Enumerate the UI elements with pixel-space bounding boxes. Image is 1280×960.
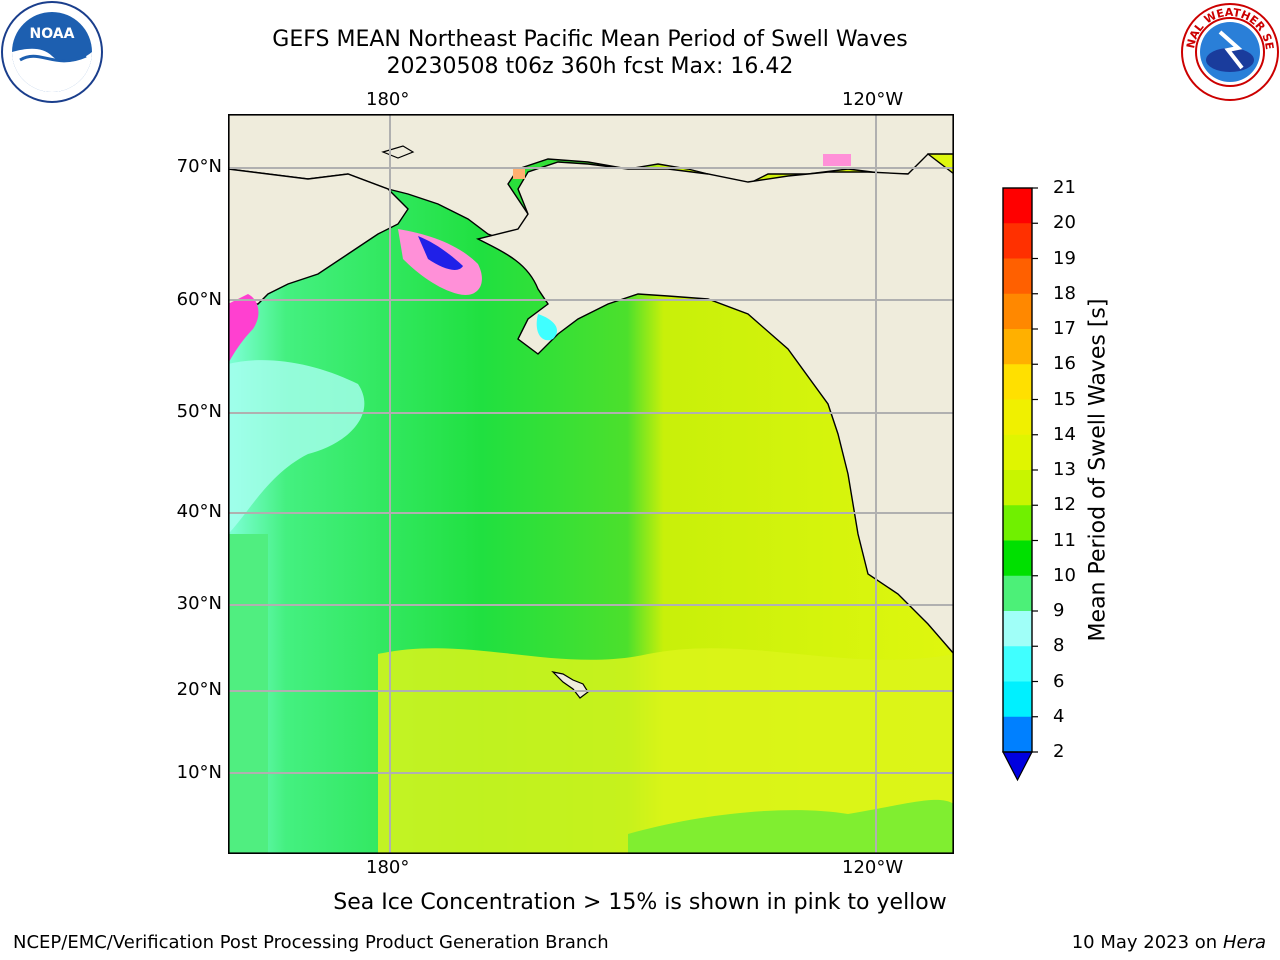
colorbar-cell [1003,258,1032,295]
noaa-logo: NOAA [1,1,103,103]
colorbar-extend-arrow [1002,751,1033,782]
colorbar-cell [1003,223,1032,259]
colorbar-tick-label: 12 [1053,494,1076,516]
lat-label-10n: 10°N [176,762,222,783]
colorbar-cell [1003,329,1032,365]
noaa-logo-text: NOAA [30,26,75,42]
colorbar-cell [1003,399,1032,436]
cyan-patch-alaska [536,314,558,341]
chart-title: GEFS MEAN Northeast Pacific Mean Period … [272,27,908,52]
ocean-cyan-patch [228,360,365,534]
colorbar-tick-label: 4 [1053,705,1065,727]
colorbar-cell [1003,188,1032,224]
colorbar-cell [1003,681,1032,718]
colorbar-tick-label: 15 [1053,388,1076,410]
lon-label-top-180: 180° [366,89,410,110]
colorbar-tick-label: 18 [1053,282,1076,304]
ocean-green-strip [628,799,954,854]
ocean-yellow-south [378,648,954,854]
colorbar-cell [1003,716,1032,753]
colorbar-title: Mean Period of Swell Waves [s] [1085,298,1111,642]
lat-label-30n: 30°N [176,593,222,614]
colorbar-tick-label: 11 [1053,529,1076,551]
colorbar-cell [1003,540,1032,577]
footer-date-text: 10 May 2023 on [1071,932,1218,953]
chart-subtitle: 20230508 t06z 360h fcst Max: 16.42 [386,54,794,79]
ocean-green-west [228,534,268,854]
land-north-america [475,153,954,656]
colorbar-tick-label: 9 [1053,600,1065,621]
lat-label-50n: 50°N [176,401,222,422]
colorbar-tick-label: 6 [1053,670,1065,692]
colorbar-cell [1003,505,1032,541]
colorbar-cells [1003,188,1032,753]
swell-period-map [228,114,954,854]
colorbar-cell [1003,575,1032,612]
sea-ice-core [418,236,463,270]
sea-ice-note: Sea Ice Concentration > 15% is shown in … [333,890,947,915]
colorbar-cell [1003,293,1032,330]
colorbar-tick-label: 20 [1053,212,1076,234]
colorbar-cell [1003,434,1032,471]
lon-label-top-120w: 120°W [842,89,904,110]
lat-label-20n: 20°N [176,679,222,700]
graticule [228,114,954,854]
colorbar [1002,187,1038,782]
lat-label-70n: 70°N [176,156,222,177]
colorbar-tick-label: 8 [1053,635,1065,657]
colorbar-cell [1003,646,1032,682]
lon-label-bottom-120w: 120°W [842,857,904,878]
colorbar-tick-label: 13 [1053,459,1076,480]
footer-host: Hera [1222,932,1266,953]
map-frame [228,114,954,854]
colorbar-tick-label: 21 [1053,177,1076,198]
colorbar-tick-label: 14 [1053,423,1076,445]
lat-label-60n: 60°N [176,289,222,310]
sea-ice-arctic-1 [823,154,851,166]
sea-ice-west [228,294,259,364]
colorbar-ticks [1032,187,1038,753]
colorbar-tick-label: 16 [1053,353,1076,375]
nws-logo: NATIONAL WEATHER SERVICE [1180,2,1279,101]
colorbar-tick-label: 19 [1053,247,1076,269]
footer-credit: NCEP/EMC/Verification Post Processing Pr… [13,932,609,953]
lon-label-bottom-180: 180° [366,857,410,878]
sea-ice-arctic-2 [513,169,525,179]
colorbar-cell [1003,611,1032,647]
colorbar-tick-label: 2 [1053,741,1065,762]
footer-date: 10 May 2023 on Hera [1072,932,1266,953]
colorbar-tick-label: 17 [1053,318,1076,339]
lat-label-40n: 40°N [176,501,222,522]
colorbar-cell [1003,470,1032,506]
colorbar-cell [1003,364,1032,400]
colorbar-tick-label: 10 [1053,564,1076,586]
